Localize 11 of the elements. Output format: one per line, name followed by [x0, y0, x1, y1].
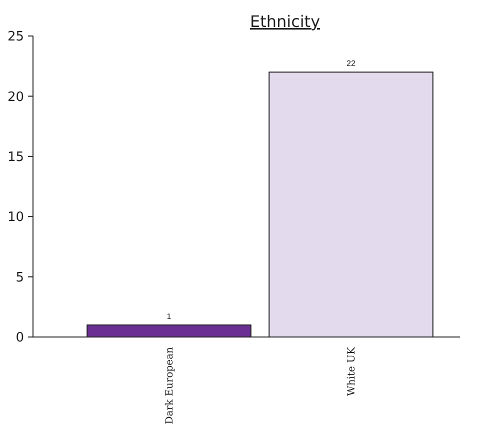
x-tick-label: White UK: [346, 346, 358, 396]
y-tick-label: 15: [7, 150, 24, 165]
y-tick-label: 25: [7, 30, 24, 45]
x-tick-label: Dark European: [164, 346, 176, 424]
data-label: 1: [166, 312, 172, 321]
chart-title: Ethnicity: [250, 12, 320, 31]
y-tick-label: 20: [7, 90, 24, 105]
y-tick-label: 0: [16, 330, 24, 346]
data-label: 22: [346, 59, 356, 68]
y-tick-label: 5: [16, 270, 24, 286]
y-tick-label: 10: [7, 210, 24, 226]
